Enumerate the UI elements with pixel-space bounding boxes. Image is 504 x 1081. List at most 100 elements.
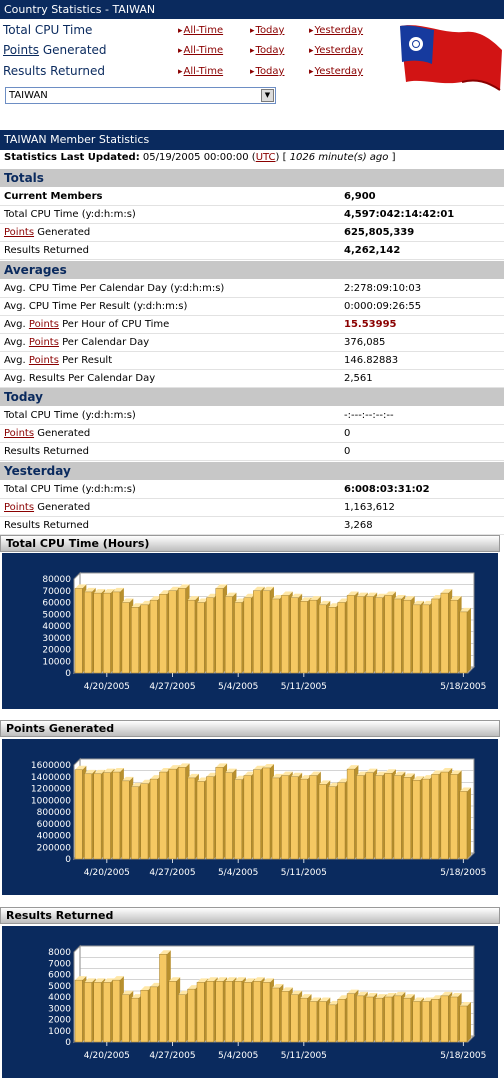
bar-top xyxy=(187,985,199,990)
bar xyxy=(224,772,233,860)
bar-top xyxy=(121,776,134,781)
utc-link[interactable]: UTC xyxy=(255,152,276,163)
bar xyxy=(253,981,261,1043)
bar-top xyxy=(215,584,228,589)
bar-top xyxy=(347,765,359,770)
bar xyxy=(196,781,205,860)
bar-top xyxy=(75,765,87,770)
y-tick-label: 0 xyxy=(65,1038,71,1048)
bar-top xyxy=(384,769,396,774)
y-tick-label: 400000 xyxy=(37,832,72,842)
bar-top xyxy=(431,770,443,775)
chevron-down-icon[interactable]: ▼ xyxy=(261,89,274,102)
bar xyxy=(243,775,252,860)
bar-top xyxy=(234,977,246,982)
bar-top xyxy=(84,769,96,774)
bar xyxy=(102,982,111,1043)
cpu-today-link[interactable]: Today xyxy=(250,25,285,36)
table-row: Avg. CPU Time Per Result (y:d:h:m:s) 0:00… xyxy=(0,298,504,316)
bar-top xyxy=(187,596,199,601)
bar xyxy=(346,993,355,1043)
y-tick-label: 3000 xyxy=(48,1004,71,1014)
table-row: Avg. CPU Time Per Calendar Day (y:d:h:m:… xyxy=(0,280,504,298)
bar-top xyxy=(328,603,340,608)
bar-top xyxy=(459,1002,471,1006)
bar xyxy=(337,602,346,674)
bar xyxy=(403,599,411,674)
results-alltime-link[interactable]: All-Time xyxy=(178,66,224,77)
bar xyxy=(440,771,449,860)
bar xyxy=(318,784,327,860)
country-select-value: TAIWAN xyxy=(9,90,48,101)
bar xyxy=(271,987,280,1043)
points-yesterday-link[interactable]: Yesterday xyxy=(309,45,364,56)
bar xyxy=(93,982,102,1043)
bar xyxy=(253,769,261,860)
x-tick-label: 5/4/2005 xyxy=(218,682,258,692)
points-link[interactable]: Points xyxy=(4,227,35,238)
bar-top xyxy=(131,603,143,608)
bar-top xyxy=(131,994,143,999)
points-link[interactable]: Points xyxy=(4,428,35,439)
bar xyxy=(450,996,458,1043)
bar xyxy=(309,599,318,674)
bar-top xyxy=(150,775,162,780)
table-row: Points Generated 625,805,339 xyxy=(0,224,504,242)
points-link[interactable]: Points xyxy=(3,43,40,57)
bar-top xyxy=(93,978,106,983)
bar xyxy=(178,767,186,860)
points-today-link[interactable]: Today xyxy=(250,45,285,56)
points-link[interactable]: Points xyxy=(28,355,59,366)
bar xyxy=(393,995,402,1043)
bar-top xyxy=(281,591,293,596)
results-today-link[interactable]: Today xyxy=(250,66,285,77)
bar-top xyxy=(75,584,87,589)
points-link[interactable]: Points xyxy=(28,319,59,330)
table-row: Points Generated 1,163,612 xyxy=(0,499,504,517)
page-title: Country Statistics - TAIWAN xyxy=(0,0,504,19)
bar-top xyxy=(262,763,274,768)
bar xyxy=(365,772,374,860)
bar-top xyxy=(103,589,115,594)
cpu-alltime-link[interactable]: All-Time xyxy=(178,25,224,36)
bar-top xyxy=(178,584,190,589)
table-row: Avg. Points Per Calendar Day 376,085 xyxy=(0,334,504,352)
bar-top xyxy=(215,763,228,768)
bar-top xyxy=(337,598,350,603)
bar-top xyxy=(253,586,265,591)
country-select[interactable]: TAIWAN ▼ xyxy=(5,87,276,104)
bar xyxy=(365,596,374,674)
nav-label-cpu-time: Total CPU Time xyxy=(3,23,93,37)
results-yesterday-link[interactable]: Yesterday xyxy=(309,66,364,77)
bar-top xyxy=(140,986,153,991)
x-tick-label: 4/27/2005 xyxy=(149,682,195,692)
bar-top xyxy=(309,997,321,1002)
stats-updated-line: Statistics Last Updated: 05/19/2005 00:0… xyxy=(4,152,396,163)
bar xyxy=(318,604,327,674)
bar xyxy=(84,773,92,860)
member-stats-title: TAIWAN Member Statistics xyxy=(0,130,504,150)
bar xyxy=(215,588,224,674)
bar xyxy=(393,775,402,860)
points-link[interactable]: Points xyxy=(4,502,35,513)
today-heading: Today xyxy=(0,388,504,406)
table-row: Points Generated 0 xyxy=(0,425,504,443)
x-tick-label: 5/11/2005 xyxy=(281,868,327,878)
bar-top xyxy=(112,587,124,592)
y-tick-label: 600000 xyxy=(37,820,72,830)
bar xyxy=(206,597,214,674)
x-tick-label: 5/18/2005 xyxy=(440,682,486,692)
bar-top xyxy=(243,593,256,598)
points-link[interactable]: Points xyxy=(28,337,59,348)
bar-top xyxy=(281,987,293,992)
bar xyxy=(196,602,205,674)
points-alltime-link[interactable]: All-Time xyxy=(178,45,224,56)
cpu-yesterday-link[interactable]: Yesterday xyxy=(309,25,364,36)
table-row: Total CPU Time (y:d:h:m:s) 6:008:03:31:02 xyxy=(0,481,504,499)
bar-top xyxy=(375,593,387,598)
bar xyxy=(328,786,336,860)
bar-top xyxy=(356,991,368,996)
results-chart-title: Results Returned xyxy=(0,907,500,924)
